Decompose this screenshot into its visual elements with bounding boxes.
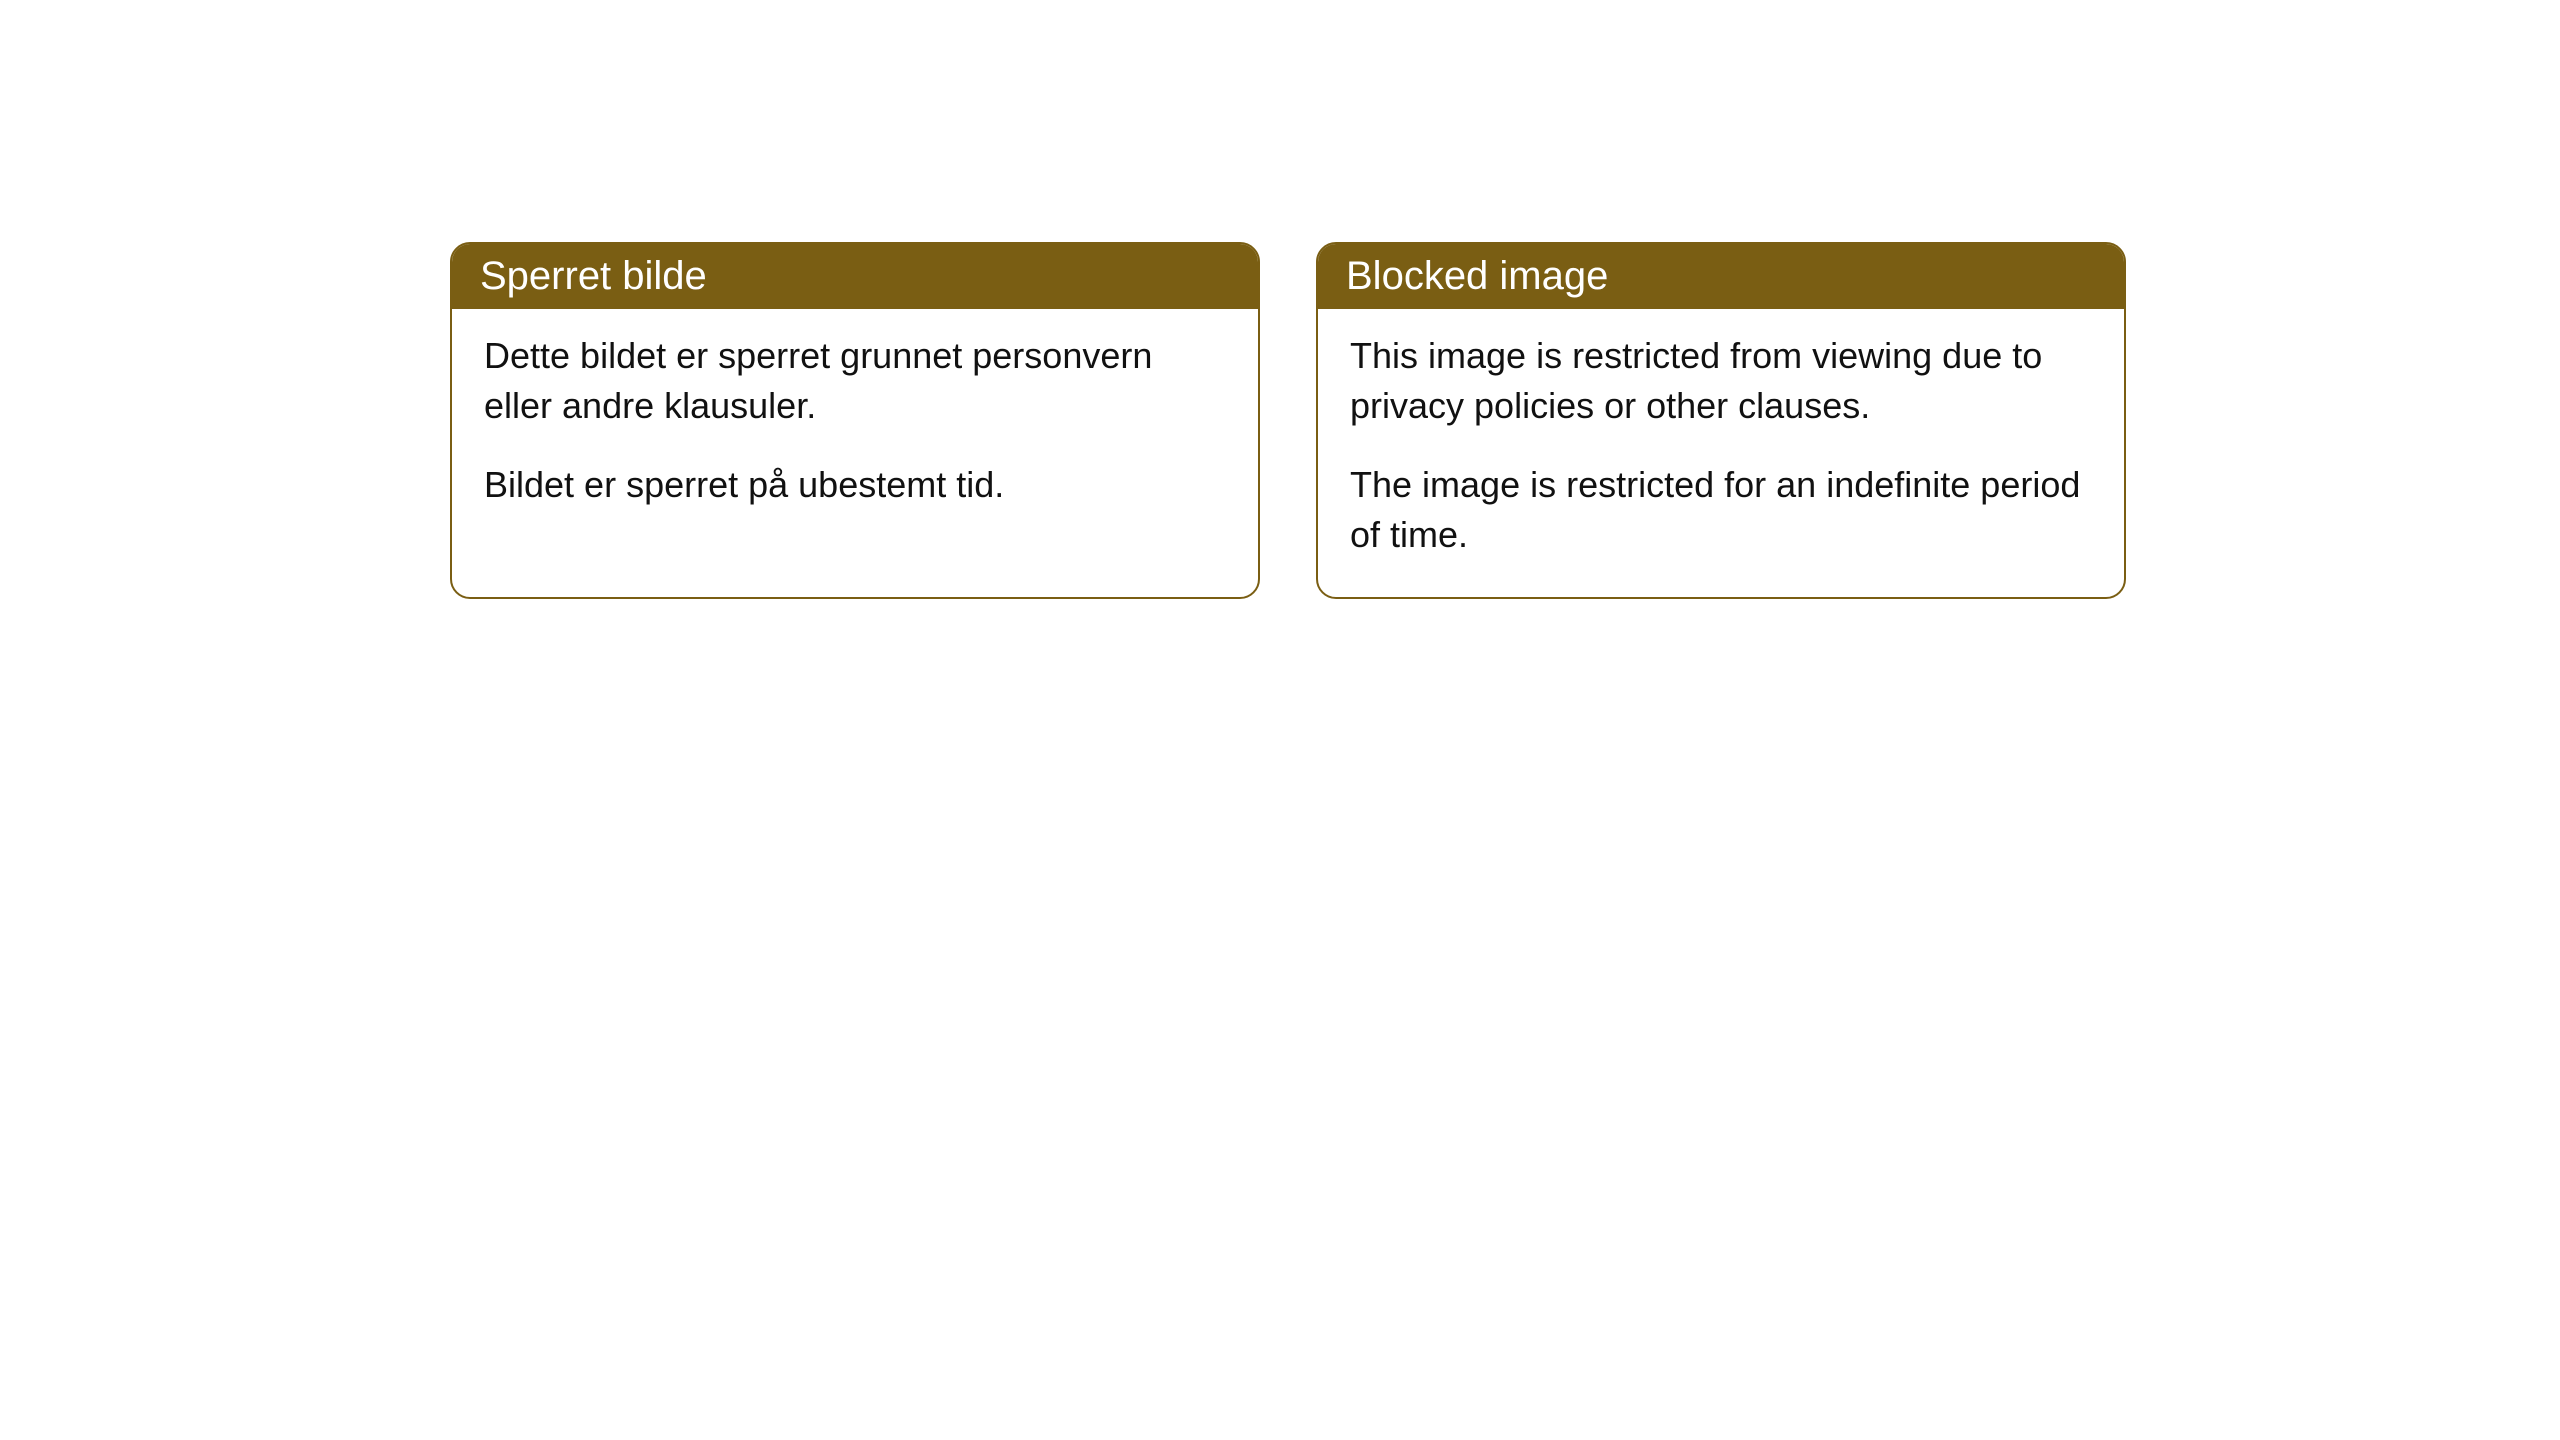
card-text-no-1: Dette bildet er sperret grunnet personve… [484,331,1226,432]
blocked-image-card-no: Sperret bilde Dette bildet er sperret gr… [450,242,1260,599]
card-body-en: This image is restricted from viewing du… [1318,309,2124,597]
card-header-no: Sperret bilde [452,244,1258,309]
card-text-no-2: Bildet er sperret på ubestemt tid. [484,460,1226,510]
card-body-no: Dette bildet er sperret grunnet personve… [452,309,1258,546]
card-header-en: Blocked image [1318,244,2124,309]
card-text-en-1: This image is restricted from viewing du… [1350,331,2092,432]
notice-container: Sperret bilde Dette bildet er sperret gr… [0,0,2560,599]
card-text-en-2: The image is restricted for an indefinit… [1350,460,2092,561]
blocked-image-card-en: Blocked image This image is restricted f… [1316,242,2126,599]
